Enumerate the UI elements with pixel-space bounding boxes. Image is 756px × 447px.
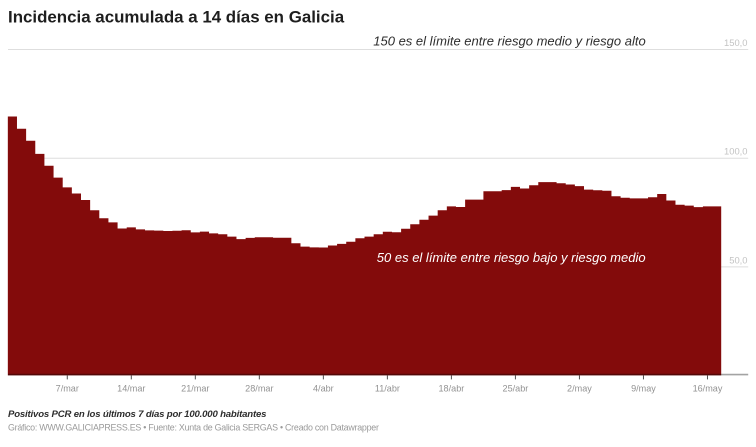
svg-text:18/abr: 18/abr	[439, 384, 465, 394]
svg-text:Gráfico: WWW.GALICIAPRESS.ES •: Gráfico: WWW.GALICIAPRESS.ES • Fuente: X…	[8, 423, 379, 433]
svg-text:Incidencia acumulada a 14 días: Incidencia acumulada a 14 días en Galici…	[8, 7, 345, 26]
svg-text:16/may: 16/may	[693, 384, 723, 394]
svg-text:21/mar: 21/mar	[181, 384, 209, 394]
svg-text:150,0: 150,0	[724, 37, 747, 48]
svg-text:7/mar: 7/mar	[56, 384, 79, 394]
svg-text:25/abr: 25/abr	[503, 384, 529, 394]
svg-text:4/abr: 4/abr	[313, 384, 334, 394]
svg-text:9/may: 9/may	[631, 384, 656, 394]
svg-text:Positivos PCR en los últimos 7: Positivos PCR en los últimos 7 días por …	[8, 409, 266, 420]
svg-text:14/mar: 14/mar	[117, 384, 145, 394]
svg-text:150 es el límite entre riesgo: 150 es el límite entre riesgo medio y ri…	[373, 34, 645, 49]
svg-text:50,0: 50,0	[729, 254, 747, 265]
svg-text:100,0: 100,0	[724, 146, 747, 157]
svg-text:50 es el límite entre riesgo b: 50 es el límite entre riesgo bajo y ries…	[377, 250, 646, 265]
svg-text:11/abr: 11/abr	[375, 384, 400, 394]
svg-text:2/may: 2/may	[567, 384, 592, 394]
svg-text:28/mar: 28/mar	[245, 384, 273, 394]
